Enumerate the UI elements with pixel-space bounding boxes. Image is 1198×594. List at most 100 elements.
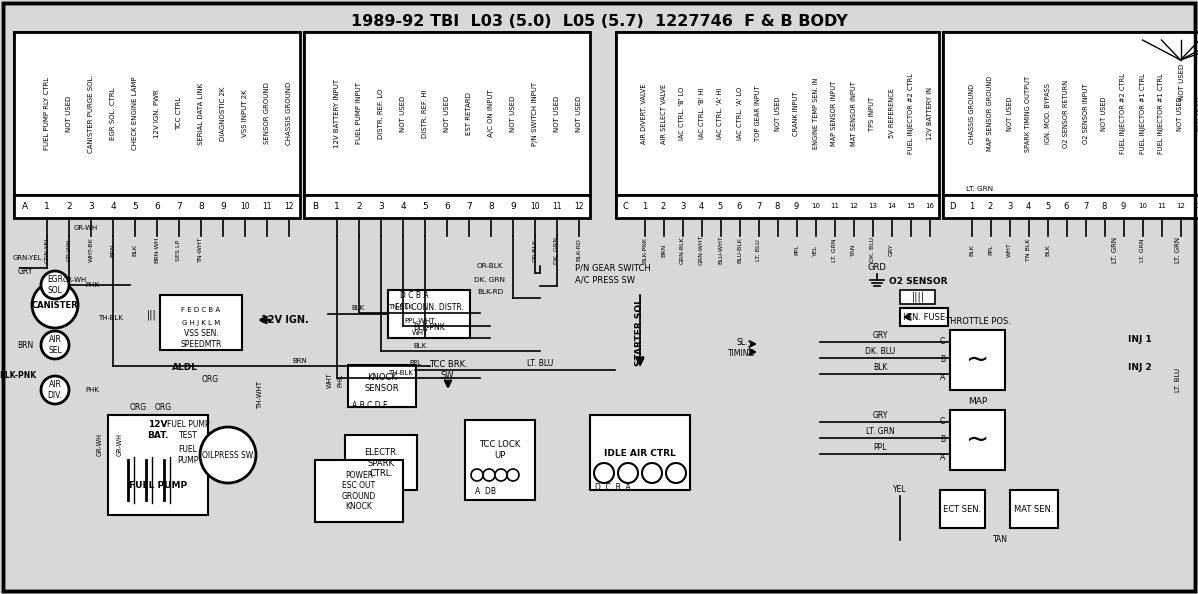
Text: G H J K L M: G H J K L M <box>182 320 220 326</box>
Text: 10: 10 <box>240 202 250 211</box>
Text: TAN: TAN <box>992 536 1008 545</box>
Bar <box>616 195 635 218</box>
Text: YEL: YEL <box>813 244 818 255</box>
Text: 1: 1 <box>969 202 974 211</box>
Bar <box>1190 195 1198 218</box>
Text: 8: 8 <box>488 202 494 211</box>
Text: PPL: PPL <box>794 245 799 255</box>
Text: WHT-BK: WHT-BK <box>89 238 93 263</box>
Text: AIR DIVERT. VALVE: AIR DIVERT. VALVE <box>641 83 647 144</box>
Bar <box>415 32 436 195</box>
Text: BLK: BLK <box>969 244 974 256</box>
Text: NOT USED: NOT USED <box>1197 96 1198 131</box>
Text: 12: 12 <box>1176 204 1185 210</box>
Bar <box>882 32 901 195</box>
Text: A/C PRESS SW: A/C PRESS SW <box>575 276 635 285</box>
Text: PPL: PPL <box>988 245 993 255</box>
Text: 7: 7 <box>756 202 761 211</box>
Text: 12: 12 <box>574 202 583 211</box>
Bar <box>943 32 1198 195</box>
Bar <box>730 195 749 218</box>
Circle shape <box>41 376 69 404</box>
Bar <box>863 195 882 218</box>
Bar <box>524 32 546 195</box>
Text: 13: 13 <box>869 204 877 210</box>
Bar <box>370 195 392 218</box>
Bar <box>920 195 939 218</box>
Text: 12: 12 <box>849 204 858 210</box>
Bar <box>950 330 1005 390</box>
Text: LT. BLU: LT. BLU <box>1175 368 1181 392</box>
Text: SPARK TIMING OUTPUT: SPARK TIMING OUTPUT <box>1025 75 1031 151</box>
Text: NOT USED: NOT USED <box>774 96 781 131</box>
Text: NOT USED: NOT USED <box>444 96 450 132</box>
Text: OILPRESS SW.: OILPRESS SW. <box>201 450 254 460</box>
Bar <box>1037 32 1057 195</box>
Bar <box>458 32 480 195</box>
Text: CANISTER PURGE SOL.: CANISTER PURGE SOL. <box>87 74 93 153</box>
Text: FUEL PUMP INPUT: FUEL PUMP INPUT <box>356 83 362 144</box>
Bar <box>1000 195 1019 218</box>
Text: GRD: GRD <box>867 264 887 273</box>
Circle shape <box>41 271 69 299</box>
Bar <box>102 195 125 218</box>
Text: BLK: BLK <box>413 343 426 349</box>
Text: 7: 7 <box>1083 202 1088 211</box>
Bar <box>940 490 985 528</box>
Bar <box>58 195 80 218</box>
Text: STARTER SOL.: STARTER SOL. <box>635 295 645 366</box>
Text: A: A <box>939 374 945 383</box>
Bar <box>388 290 470 338</box>
Text: BLK: BLK <box>873 364 888 372</box>
Text: B: B <box>940 435 945 444</box>
Text: 5: 5 <box>718 202 724 211</box>
Bar <box>787 195 806 218</box>
Bar <box>14 32 36 195</box>
Text: INJ 2: INJ 2 <box>1129 364 1151 372</box>
Text: FUEL PUMP: FUEL PUMP <box>129 481 187 489</box>
Text: C: C <box>623 202 629 211</box>
Bar <box>900 308 948 326</box>
Text: MAT SENSOR INPUT: MAT SENSOR INPUT <box>851 81 857 146</box>
Circle shape <box>32 282 78 328</box>
Text: 11: 11 <box>830 204 839 210</box>
Text: DK. BLU: DK. BLU <box>865 347 895 356</box>
Text: 6: 6 <box>155 202 159 211</box>
Bar <box>465 420 536 500</box>
Bar <box>304 32 589 195</box>
Bar <box>480 32 502 195</box>
Text: 1: 1 <box>44 202 50 211</box>
Text: GR-WH: GR-WH <box>97 434 103 457</box>
Text: PHK: PHK <box>337 374 343 387</box>
Circle shape <box>594 463 615 483</box>
Text: DK. GRN: DK. GRN <box>555 236 559 264</box>
Text: IAC CTRL. 'A' LO: IAC CTRL. 'A' LO <box>737 87 743 140</box>
Text: IAC CTRL. 'B' HI: IAC CTRL. 'B' HI <box>698 88 704 139</box>
Text: 2: 2 <box>661 202 666 211</box>
Text: 8: 8 <box>775 202 780 211</box>
Text: GRN-YEL: GRN-YEL <box>44 236 49 263</box>
Text: 1989-92 TBI  L03 (5.0)  L05 (5.7)  1227746  F & B BODY: 1989-92 TBI L03 (5.0) L05 (5.7) 1227746 … <box>351 14 847 30</box>
Bar <box>1133 32 1152 195</box>
Bar <box>825 32 845 195</box>
Bar <box>256 195 278 218</box>
Bar <box>749 32 768 195</box>
Text: DK. GRN: DK. GRN <box>474 277 506 283</box>
Text: IDLE AIR CTRL: IDLE AIR CTRL <box>604 448 676 457</box>
Bar <box>415 195 436 218</box>
Text: LT. GRN: LT. GRN <box>1140 238 1145 262</box>
Bar <box>168 195 190 218</box>
Bar <box>326 195 347 218</box>
Text: O2 SENSOR RETURN: O2 SENSOR RETURN <box>1064 80 1070 147</box>
Bar <box>943 32 962 195</box>
Bar <box>212 32 234 195</box>
Bar <box>392 195 415 218</box>
Text: 4: 4 <box>400 202 406 211</box>
Bar <box>80 195 102 218</box>
Text: 5V REFERENCE: 5V REFERENCE <box>889 89 895 138</box>
Text: 10: 10 <box>531 202 540 211</box>
Text: PHK: PHK <box>85 282 99 288</box>
Bar <box>730 32 749 195</box>
Bar <box>347 195 370 218</box>
Text: BLK: BLK <box>133 244 138 256</box>
